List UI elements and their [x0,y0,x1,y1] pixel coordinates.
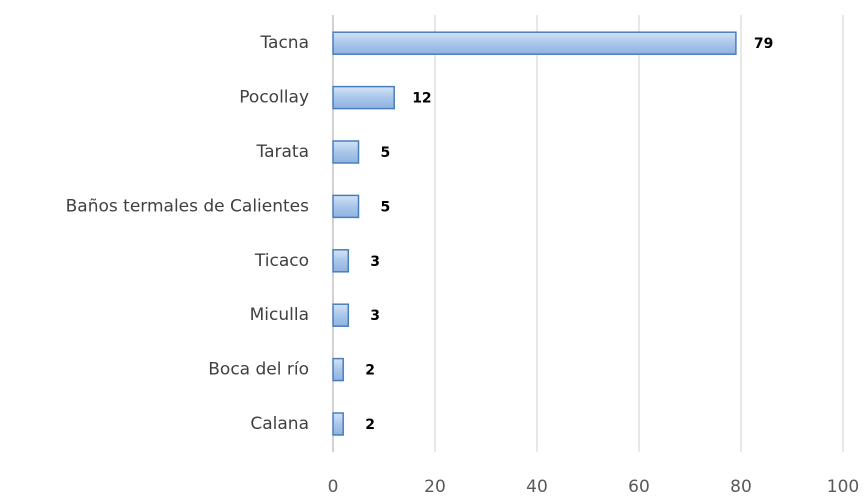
bar [332,31,737,55]
x-tick-label: 100 [827,477,859,496]
x-tick-label: 40 [526,477,548,496]
data-label: 2 [365,363,375,379]
y-tick-label: Tacna [259,33,309,53]
bar [332,194,360,219]
data-label: 3 [370,254,380,270]
y-tick-label: Baños termales de Calientes [66,196,309,216]
y-tick-label: Tarata [256,142,309,162]
y-tick-label: Miculla [250,305,309,325]
y-tick-label: Pocollay [239,88,309,108]
data-label: 3 [370,308,380,324]
y-tick-label: Ticaco [254,251,309,271]
data-label: 5 [381,145,391,161]
x-tick-label: 80 [730,477,752,496]
x-tick-label: 20 [424,477,446,496]
data-label: 5 [381,199,391,215]
data-label: 79 [754,36,773,52]
bar [332,357,344,382]
y-tick-label: Calana [250,414,309,434]
bar [332,303,350,327]
data-label: 12 [412,91,431,107]
bar [332,249,350,273]
data-label: 2 [365,417,375,433]
bar [332,412,344,436]
y-tick-label: Boca del río [208,360,309,380]
bar [332,140,360,164]
x-tick-label: 60 [628,477,650,496]
x-tick-label: 0 [328,477,339,496]
bar [332,85,395,110]
